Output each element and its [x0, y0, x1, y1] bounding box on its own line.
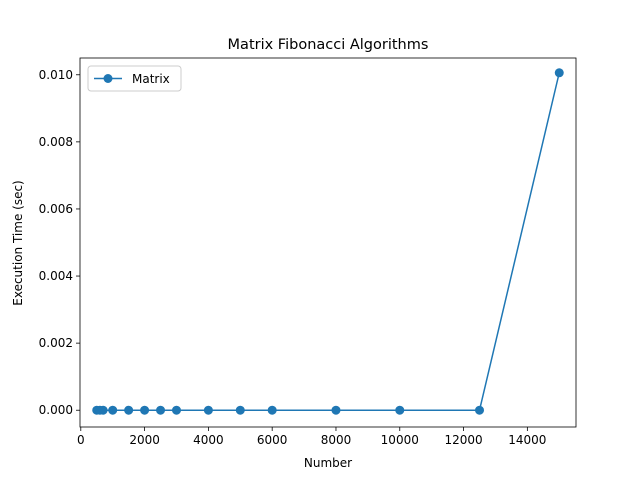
data-point — [235, 405, 245, 415]
data-point — [395, 405, 405, 415]
legend-label-matrix: Matrix — [132, 72, 170, 86]
chart-title: Matrix Fibonacci Algorithms — [228, 37, 429, 53]
x-tick-label: 14000 — [508, 433, 546, 447]
y-tick-label: 0.010 — [39, 68, 73, 82]
x-tick-label: 0 — [77, 433, 85, 447]
y-tick-label: 0.006 — [39, 202, 73, 216]
x-tick-label: 2000 — [129, 433, 160, 447]
data-point — [554, 68, 564, 78]
x-tick-label: 12000 — [444, 433, 482, 447]
data-point — [331, 405, 341, 415]
x-tick-label: 4000 — [193, 433, 224, 447]
legend: Matrix — [87, 65, 182, 92]
legend-marker-matrix — [103, 74, 113, 83]
x-axis-label: Number — [304, 456, 352, 470]
axes-frame — [79, 57, 577, 428]
data-point — [98, 405, 108, 415]
x-tick-label: 6000 — [257, 433, 288, 447]
y-tick-label: 0.008 — [39, 135, 73, 149]
data-point — [267, 405, 277, 415]
data-point — [108, 405, 118, 415]
data-point — [171, 405, 181, 415]
axes: 0 2000 4000 6000 8000 10000 12000 14000 0.000 0.0… — [39, 57, 577, 447]
plot-area — [92, 68, 564, 415]
x-tick-label: 8000 — [321, 433, 352, 447]
y-tick-label: 0.002 — [39, 336, 73, 350]
y-axis-label: Execution Time (sec) — [11, 180, 25, 305]
legend-box — [87, 65, 182, 92]
data-point — [475, 405, 485, 415]
data-point — [156, 405, 166, 415]
x-tick-label: 10000 — [381, 433, 419, 447]
data-point — [203, 405, 213, 415]
y-tick-label: 0.000 — [39, 403, 73, 417]
data-point — [140, 405, 150, 415]
data-point — [124, 405, 134, 415]
y-tick-label: 0.004 — [39, 269, 73, 283]
